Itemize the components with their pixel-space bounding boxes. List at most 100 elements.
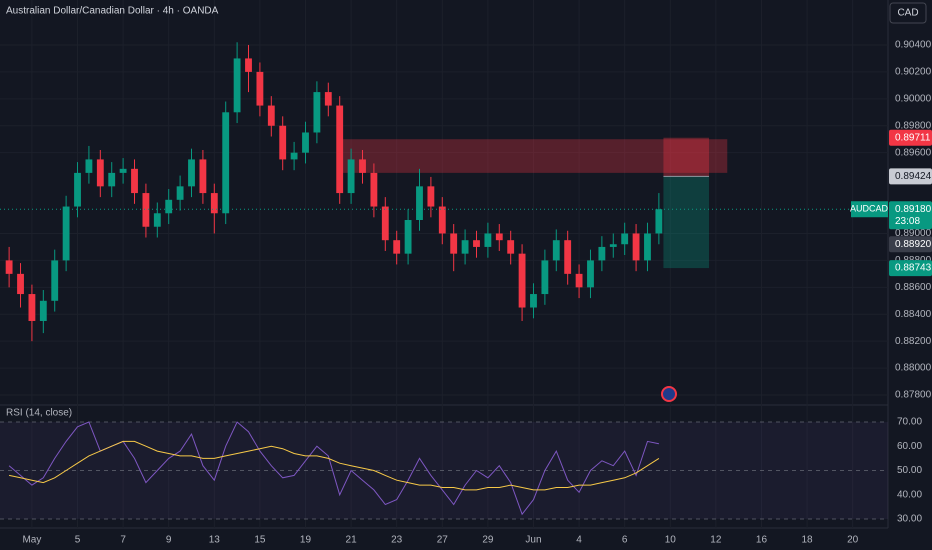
x-tick-label: May — [22, 535, 41, 546]
position-reward — [663, 176, 710, 269]
candle-body — [461, 240, 469, 254]
candle-body — [495, 233, 503, 241]
candle-body — [347, 159, 355, 194]
rsi-title: RSI (14, close) — [6, 408, 72, 419]
supply-zone — [341, 139, 728, 173]
y-tick-label: 0.87800 — [895, 390, 932, 401]
candle-body — [416, 186, 423, 221]
y-tick-label: 0.90200 — [895, 67, 932, 78]
candle-body — [17, 273, 24, 295]
x-tick-label: 12 — [710, 535, 722, 546]
price-label: 0.88920 — [895, 239, 932, 250]
candle-body — [39, 300, 47, 321]
candle-body — [302, 132, 309, 153]
y-tick-label: 0.89800 — [895, 120, 932, 131]
event-flag[interactable] — [661, 386, 677, 402]
candle-body — [176, 186, 184, 200]
x-tick-label: 16 — [756, 535, 768, 546]
y-tick-label: 0.90000 — [895, 93, 932, 104]
y-tick-label: 0.88000 — [895, 363, 932, 374]
candle-body — [336, 105, 344, 194]
price-label: 0.88743 — [895, 263, 932, 274]
candle-body — [507, 240, 515, 254]
candle-body — [74, 172, 81, 207]
candle-body — [473, 240, 480, 247]
candle-body — [381, 206, 389, 241]
candle-body — [324, 92, 332, 106]
candle-body — [5, 260, 13, 274]
y-tick-label: 50.00 — [897, 465, 922, 476]
y-tick-label: 30.00 — [897, 514, 922, 525]
y-tick-label: 0.89600 — [895, 147, 932, 158]
candle-body — [609, 244, 617, 247]
candle-body — [370, 172, 378, 207]
price-label: 0.89711 — [895, 132, 931, 143]
y-tick-label: 0.88600 — [895, 282, 932, 293]
candle-body — [85, 159, 93, 173]
price-tag — [889, 201, 932, 230]
price-tag — [889, 236, 932, 253]
x-tick-label: 21 — [346, 535, 358, 546]
x-tick-label: 4 — [576, 535, 582, 546]
candle-body — [438, 206, 446, 234]
x-tick-label: 5 — [75, 535, 81, 546]
candle-body — [564, 240, 572, 274]
x-tick-label: 13 — [209, 535, 221, 546]
candle-body — [644, 233, 651, 261]
candle-body — [575, 273, 583, 288]
candle-body — [587, 260, 594, 288]
y-tick-label: 60.00 — [897, 441, 922, 452]
plot — [0, 42, 888, 520]
candle-body — [62, 206, 70, 261]
candle-body — [96, 159, 104, 187]
candle-body — [632, 233, 640, 261]
candle-body — [290, 152, 298, 160]
candle-body — [199, 159, 207, 194]
y-tick-label: 0.88200 — [895, 336, 932, 347]
currency[interactable]: CAD — [897, 8, 918, 19]
candle-body — [28, 294, 36, 321]
y-tick-label: 0.88400 — [895, 309, 932, 320]
candle-body — [359, 159, 366, 173]
candle-body — [598, 246, 606, 261]
candle-body — [655, 209, 663, 234]
price-label: 0.89180 — [895, 204, 932, 215]
y-tick-label: 0.89000 — [895, 228, 932, 239]
countdown: 23:08 — [895, 216, 920, 227]
x-tick-label: 18 — [802, 535, 814, 546]
x-tick-label: 27 — [437, 535, 449, 546]
currency-button[interactable] — [889, 2, 927, 24]
y-tick-label: 0.90400 — [895, 40, 932, 51]
x-tick-label: Jun — [525, 535, 541, 546]
candle-body — [393, 240, 401, 254]
price-tag — [889, 129, 932, 146]
candle-body — [51, 260, 59, 301]
x-tick-label: 9 — [166, 535, 172, 546]
x-tick-label: 23 — [391, 535, 403, 546]
candle-body — [119, 168, 127, 173]
candle-body — [165, 199, 173, 214]
candle-body — [279, 125, 287, 160]
x-tick-label: 20 — [847, 535, 859, 546]
price-tag — [889, 260, 932, 277]
candle-body — [188, 159, 195, 187]
price-label: 0.89424 — [895, 171, 932, 182]
candle-body — [108, 172, 116, 187]
x-tick-label: 29 — [482, 535, 494, 546]
candle-body — [233, 58, 241, 113]
x-tick-label: 7 — [120, 535, 126, 546]
candle-body — [518, 253, 526, 308]
rsi-line — [8, 440, 660, 491]
candle-body — [142, 193, 150, 227]
candle-body — [245, 58, 252, 72]
candle-body — [621, 233, 629, 245]
candle-body — [530, 294, 537, 308]
symbol-tag — [851, 201, 888, 218]
candle-body — [267, 105, 275, 126]
candle-body — [541, 260, 549, 295]
symbol-label: AUDCAD — [850, 204, 889, 214]
candle-body — [256, 71, 264, 106]
x-tick-label: 10 — [665, 535, 677, 546]
